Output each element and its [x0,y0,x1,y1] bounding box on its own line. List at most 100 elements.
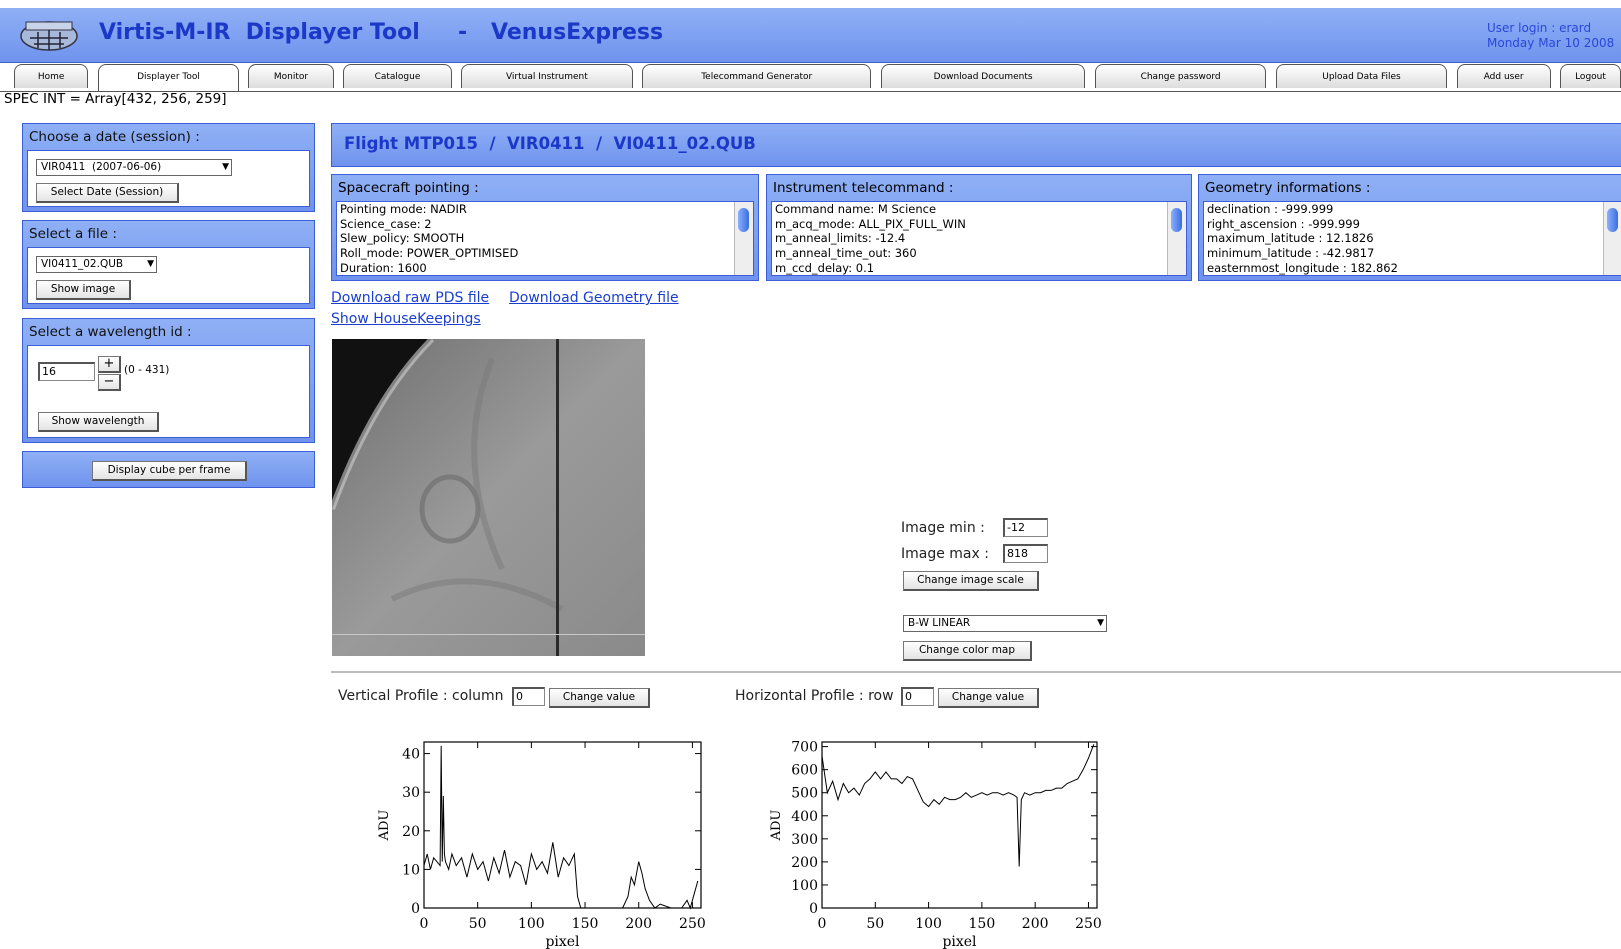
box-title: Spacecraft pointing : [338,180,479,196]
x-tick-label: 50 [469,916,487,932]
info-line: Pointing mode: NADIR [340,202,467,216]
scroll-thumb[interactable] [738,208,749,232]
info-line: Roll_mode: POWER_OPTIMISED [340,246,519,261]
y-tick-label: 0 [809,901,818,917]
image-max-label: Image max : [901,546,989,562]
info-line: declination : -999.999 [1207,202,1334,216]
panel-title: Select a wavelength id : [29,324,192,340]
nav-tab[interactable]: Monitor [248,64,334,88]
nav-tab[interactable]: Change password [1094,64,1267,88]
nav-tab[interactable]: Add user [1456,64,1551,88]
title-separator: - [458,20,468,45]
y-axis-label: ADU [377,810,392,842]
nav-tab[interactable]: Home [14,64,88,88]
y-tick-label: 300 [791,832,818,848]
scrollbar[interactable] [1603,202,1621,275]
housekeeping-link[interactable]: Show HouseKeepings [331,311,481,327]
column-input[interactable]: 0 [512,687,545,706]
x-axis-label: pixel [942,934,977,949]
scroll-thumb[interactable] [1607,208,1618,232]
info-line: m_anneal_time_out: 360 [775,246,917,261]
image-max-input[interactable]: 818 [1003,544,1048,563]
download-pds-link[interactable]: Download raw PDS file [331,290,490,306]
nav-tab[interactable]: Virtual Instrument [461,64,633,88]
change-row-button[interactable]: Change value [938,688,1039,708]
x-tick-label: 50 [866,916,884,932]
separator [331,671,1621,673]
x-tick-label: 200 [625,916,652,932]
date-panel: Choose a date (session) : VIR0411 (2007-… [22,123,315,212]
info-line: m_ccd_delay: 0.1 [775,260,875,275]
file-heading: Flight MTP015 / VIR0411 / VI0411_02.QUB [344,134,756,153]
mission-name: VenusExpress [491,20,664,45]
x-tick-label: 100 [915,916,942,932]
nav-tab[interactable]: Upload Data Files [1275,64,1448,88]
image-min-input[interactable]: -12 [1003,518,1048,537]
plot-frame [423,741,702,909]
display-cube-button[interactable]: Display cube per frame [92,461,247,481]
user-login: User login : erard [1487,21,1592,35]
show-image-button[interactable]: Show image [36,280,131,300]
wavelength-panel: Select a wavelength id : 16 + − (0 - 431… [22,318,315,443]
y-tick-label: 400 [791,809,818,825]
x-tick-label: 250 [679,916,706,932]
nav-tab[interactable]: Logout [1560,64,1621,88]
x-tick-label: 0 [818,916,827,932]
session-select[interactable]: VIR0411 (2007-06-06) [36,159,232,176]
info-box: Spacecraft pointing : Pointing mode: NADI… [331,174,759,281]
info-line: right_ascension : -999.999 [1207,216,1360,231]
x-tick-label: 200 [1022,916,1049,932]
x-tick-label: 250 [1075,916,1102,932]
venus-image [332,339,645,656]
increment-button[interactable]: + [98,356,121,373]
x-tick-label: 100 [518,916,545,932]
info-box: Geometry informations : declination : -99… [1198,174,1621,281]
info-line: m_acq_mode: ALL_PIX_FULL_WIN [775,216,966,231]
y-tick-label: 600 [791,763,818,779]
info-line: Science_case: 2 [340,216,432,231]
row-input[interactable]: 0 [901,687,934,706]
y-tick-label: 40 [402,747,420,763]
y-tick-label: 30 [402,785,420,801]
colormap-select[interactable]: B-W LINEAR [903,615,1107,632]
y-tick-label: 10 [402,862,420,878]
box-title: Geometry informations : [1205,180,1371,196]
tab-line [0,91,1621,92]
info-line: Slew_policy: SMOOTH [340,231,465,246]
info-line: m_anneal_limits: -12.4 [775,231,906,246]
decrement-button[interactable]: − [98,374,121,391]
info-line: minimum_latitude : -42.9817 [1207,246,1375,261]
x-tick-label: 150 [969,916,996,932]
box-title: Instrument telecommand : [773,180,954,196]
y-tick-label: 100 [791,878,818,894]
box-content: declination : -999.999 right_ascension : … [1203,201,1621,276]
x-tick-label: 0 [420,916,429,932]
heading-bar [331,123,1621,167]
info-line: Duration: 1600 [340,260,427,275]
current-date: Monday Mar 10 2008 [1487,36,1615,50]
nav-tab[interactable]: Download Documents [880,64,1086,88]
download-geometry-link[interactable]: Download Geometry file [509,290,679,306]
profile-line [423,745,699,910]
nav-tab[interactable]: Catalogue [343,64,452,88]
select-date-button[interactable]: Select Date (Session) [36,183,179,203]
app-title: Virtis-M-IR Displayer Tool [99,20,420,45]
plot-frame [821,741,1098,909]
file-select[interactable]: VI0411_02.QUB [36,256,157,273]
box-content: Pointing mode: NADIR Science_case: 2 Slew_… [336,201,754,276]
change-colormap-button[interactable]: Change color map [903,641,1032,661]
info-line: easternmost_longitude : 182.862 [1207,260,1398,275]
scrollbar[interactable] [1167,202,1186,275]
change-scale-button[interactable]: Change image scale [903,571,1039,591]
panel-title: Select a file : [29,226,117,242]
image-min-label: Image min : [901,520,985,536]
wavelength-input[interactable]: 16 [38,362,95,381]
scrollbar[interactable] [734,202,753,275]
nav-tab[interactable]: Displayer Tool [98,64,239,91]
nav-tab[interactable]: Telecommand Generator [641,64,872,88]
change-column-button[interactable]: Change value [549,688,650,708]
logo [20,21,78,51]
scroll-thumb[interactable] [1171,208,1182,232]
show-wavelength-button[interactable]: Show wavelength [38,412,159,432]
